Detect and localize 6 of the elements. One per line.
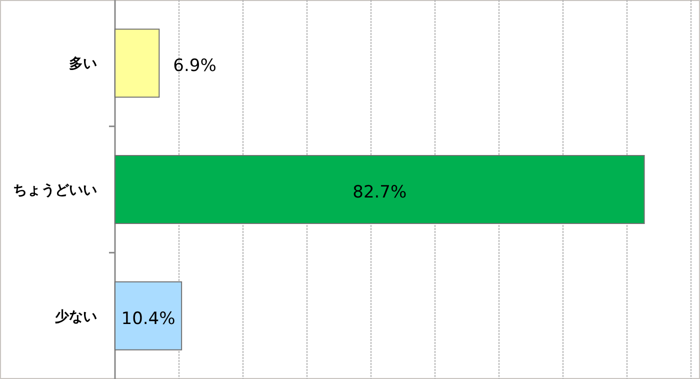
- y-tick-label: 少ない: [55, 308, 97, 325]
- data-label: 10.4%: [121, 308, 176, 329]
- y-tick-label: 多い: [69, 56, 97, 72]
- data-label: 6.9%: [173, 56, 216, 76]
- y-tick-label: ちょうどいい: [13, 182, 97, 198]
- data-label: 82.7%: [352, 182, 407, 202]
